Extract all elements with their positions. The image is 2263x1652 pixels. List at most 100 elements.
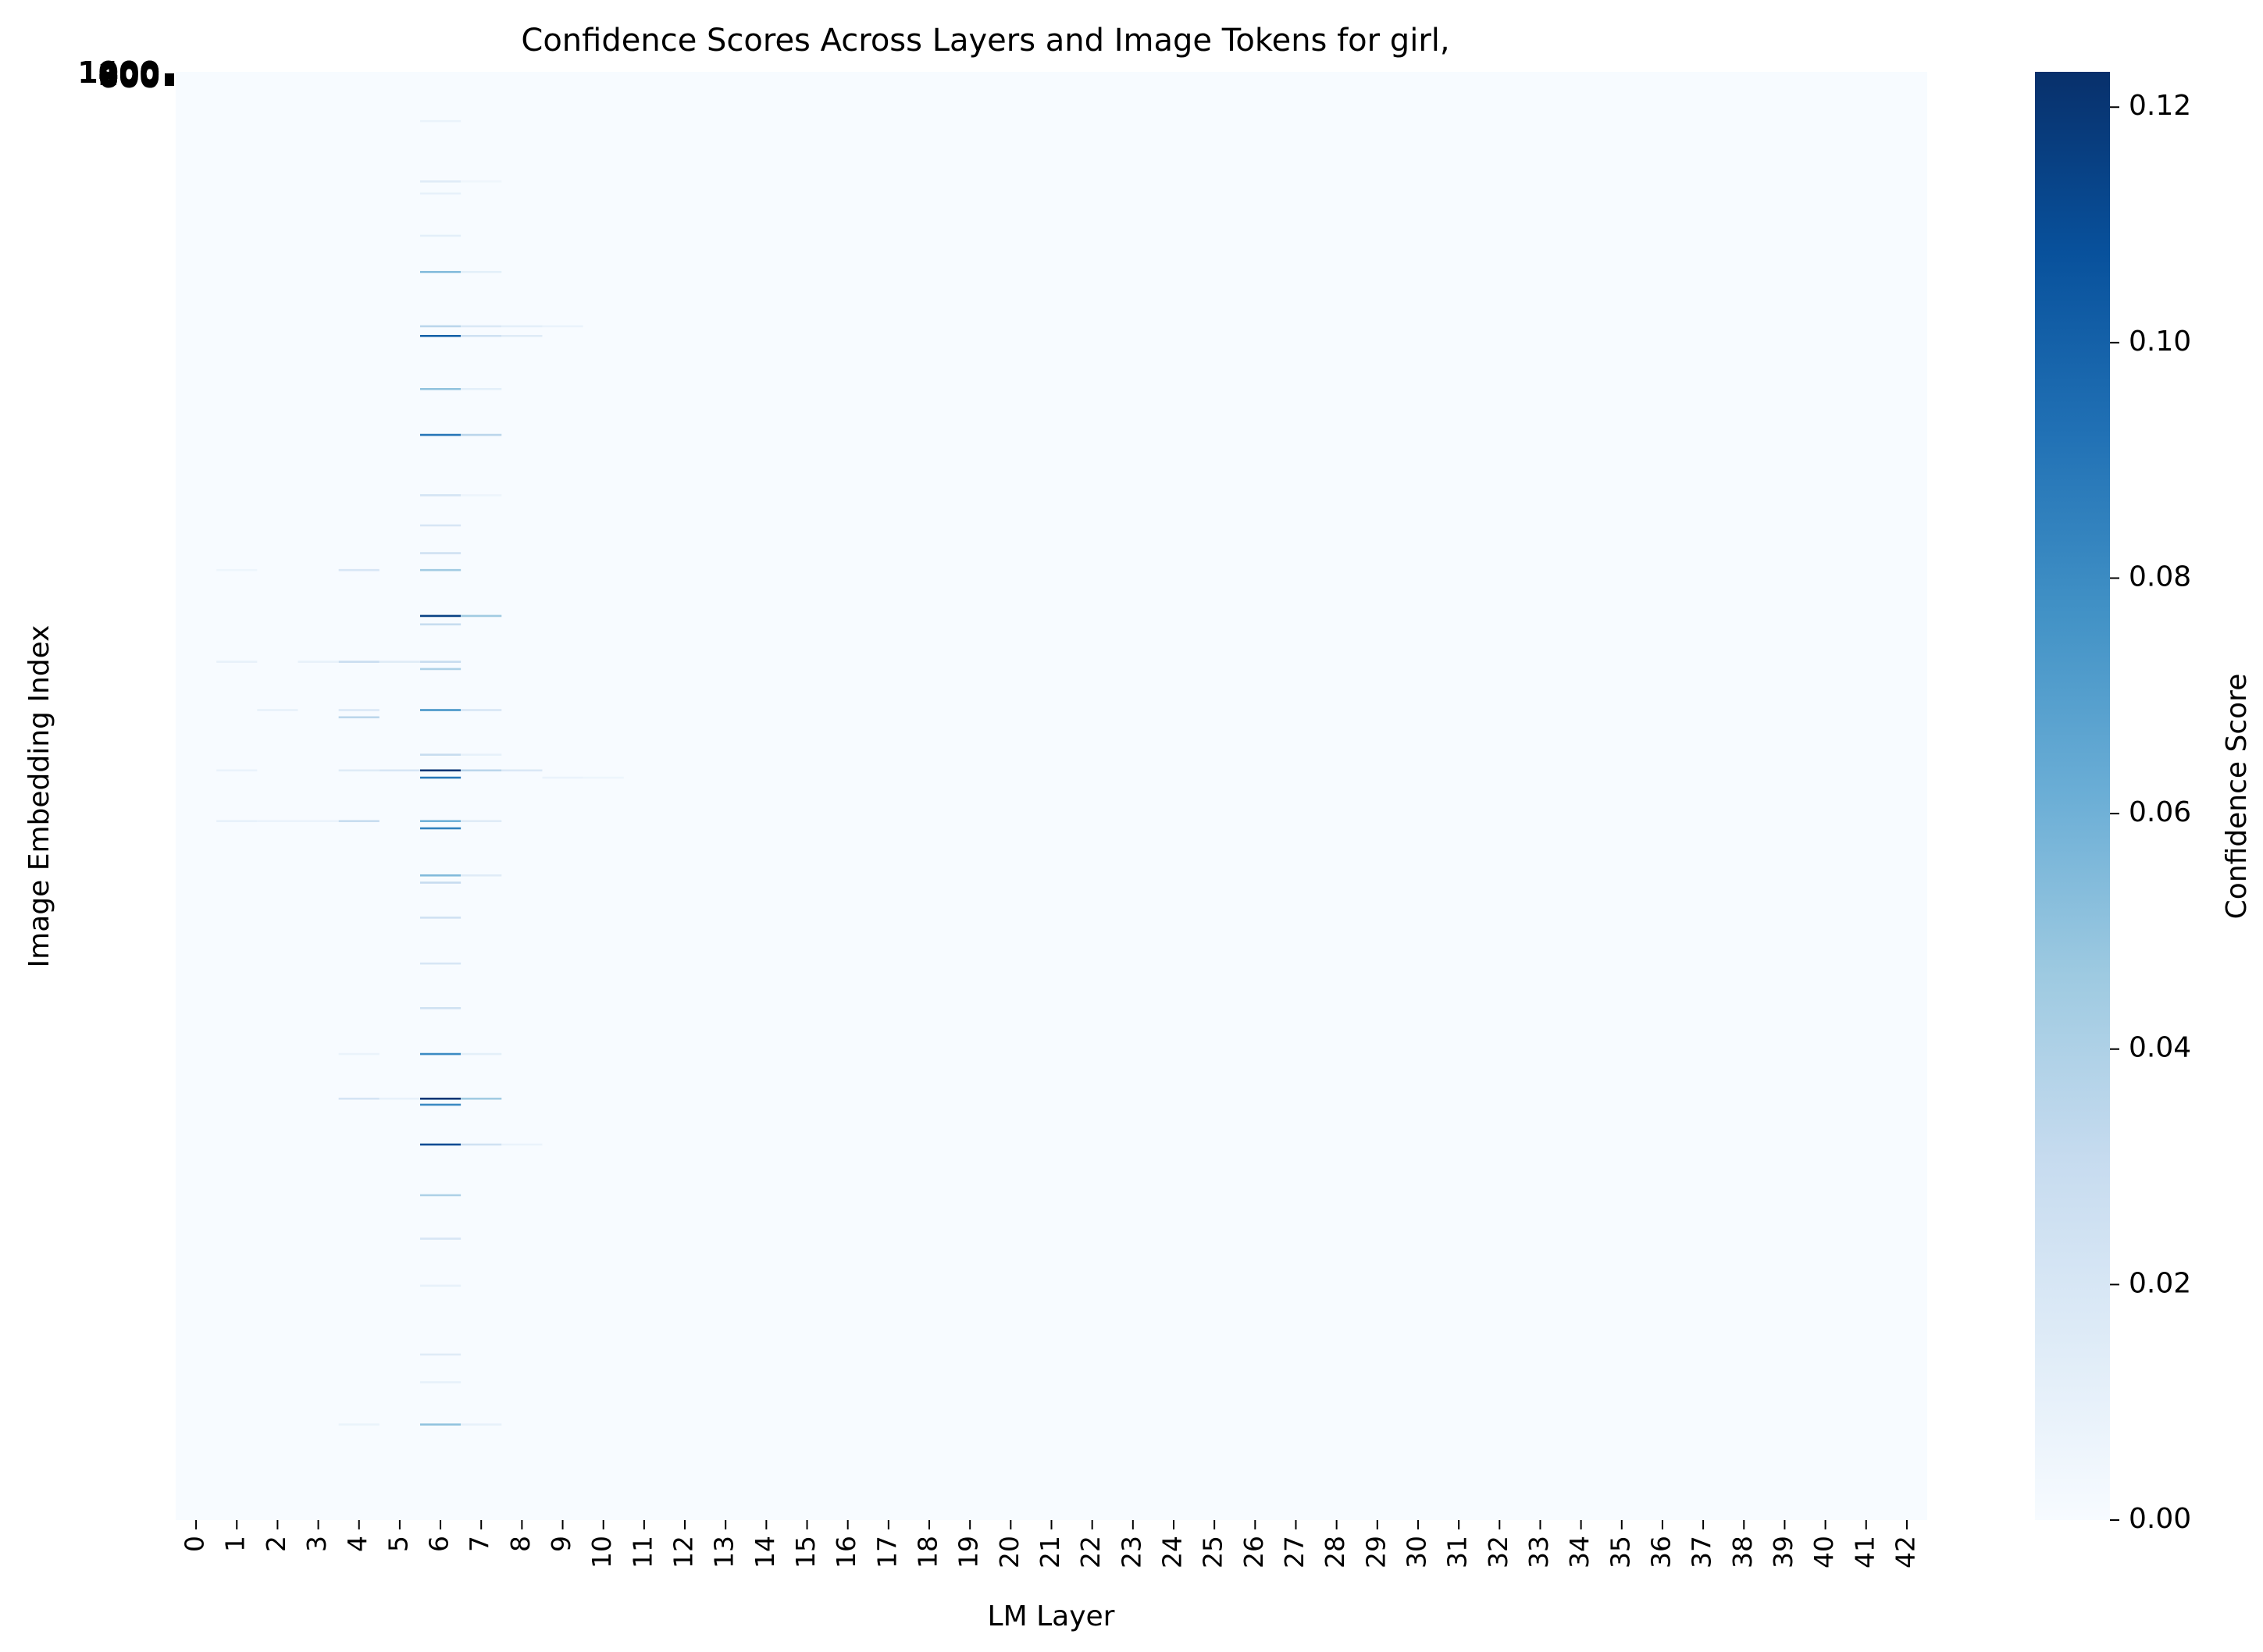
heatmap-cell xyxy=(419,1097,462,1100)
heatmap-cell xyxy=(419,962,462,965)
heatmap-cell xyxy=(419,776,462,779)
heatmap-cell xyxy=(419,119,462,123)
x-tick-label: 5 xyxy=(383,1536,413,1552)
heatmap-cell xyxy=(461,1097,502,1100)
heatmap-cell xyxy=(419,234,462,237)
x-tick-label: 26 xyxy=(1238,1536,1269,1568)
x-tick-label: 7 xyxy=(465,1536,495,1552)
x-tick-label: 21 xyxy=(1035,1536,1065,1568)
heatmap-cell xyxy=(419,1052,462,1056)
x-tick-label: 18 xyxy=(913,1536,943,1568)
y-axis-label: Image Embedding Index xyxy=(23,625,55,968)
colorbar-label: Confidence Score xyxy=(2221,674,2253,920)
heatmap-cell xyxy=(338,820,380,823)
heatmap-cell xyxy=(461,1052,502,1056)
x-tick-label: 1 xyxy=(220,1536,251,1552)
heatmap-cell xyxy=(419,753,462,756)
heatmap-cell xyxy=(461,271,502,273)
x-tick-label: 30 xyxy=(1401,1536,1431,1568)
y-tick-label: 0 xyxy=(141,60,160,94)
heatmap-cell xyxy=(419,1237,462,1240)
heatmap-cell xyxy=(419,552,462,554)
x-tick-label: 24 xyxy=(1156,1536,1187,1568)
heatmap-cell xyxy=(257,820,298,823)
heatmap-cell xyxy=(419,334,462,337)
x-tick-label: 4 xyxy=(342,1536,372,1552)
x-tick-label: 17 xyxy=(871,1536,902,1568)
x-tick-label: 39 xyxy=(1768,1536,1798,1568)
y-tick-label: 1000 xyxy=(77,55,160,90)
heatmap-cell xyxy=(419,1353,462,1356)
x-tick-label: 25 xyxy=(1198,1536,1228,1568)
x-tick-label: 23 xyxy=(1116,1536,1146,1568)
heatmap-cell xyxy=(419,1103,462,1106)
y-tick-label: 800 xyxy=(98,58,160,92)
heatmap-cell xyxy=(419,1284,462,1287)
x-tick-label: 0 xyxy=(180,1536,210,1552)
heatmap-cell xyxy=(461,820,502,823)
x-tick-label: 36 xyxy=(1645,1536,1676,1568)
x-tick-label: 2 xyxy=(261,1536,291,1552)
heatmap-cell xyxy=(379,1097,420,1100)
heatmap-cell xyxy=(419,917,462,919)
x-tick-label: 28 xyxy=(1320,1536,1350,1568)
heatmap-cell xyxy=(419,623,462,626)
heatmap-cell xyxy=(419,1381,462,1383)
heatmap-cell xyxy=(338,1097,380,1100)
y-tick-label: 600 xyxy=(98,60,160,94)
heatmap-cell xyxy=(216,568,258,571)
heatmap-cell xyxy=(461,433,502,436)
heatmap-cell xyxy=(461,614,502,618)
heatmap-cell xyxy=(461,709,502,711)
heatmap-cell xyxy=(419,180,462,183)
x-tick-label: 35 xyxy=(1605,1536,1635,1568)
x-tick-label: 22 xyxy=(1075,1536,1106,1568)
heatmap-cell xyxy=(338,709,380,711)
x-tick-label: 20 xyxy=(994,1536,1025,1568)
heatmap-cell xyxy=(501,769,543,772)
x-tick-label: 34 xyxy=(1564,1536,1595,1568)
x-tick-label: 16 xyxy=(831,1536,861,1568)
heatmap-cell xyxy=(338,1052,380,1056)
x-tick-label: 11 xyxy=(627,1536,658,1568)
heatmap-cell xyxy=(419,827,462,830)
heatmap-cell xyxy=(216,660,258,663)
colorbar-tick-label: 0.12 xyxy=(2129,90,2191,122)
heatmap-cell xyxy=(216,769,258,772)
heatmap-background xyxy=(176,72,1927,1520)
heatmap-cell xyxy=(461,494,502,497)
heatmap-cell xyxy=(542,325,583,328)
heatmap-cell xyxy=(501,325,543,328)
heatmap-cell xyxy=(419,1423,462,1426)
x-tick-label: 41 xyxy=(1849,1536,1880,1568)
colorbar xyxy=(2035,72,2110,1520)
x-tick-label: 10 xyxy=(586,1536,617,1568)
x-tick-label: 14 xyxy=(750,1536,780,1568)
x-tick-label: 6 xyxy=(424,1536,454,1552)
heatmap-cell xyxy=(419,1143,462,1146)
heatmap-cell xyxy=(419,668,462,671)
x-tick-label: 9 xyxy=(546,1536,576,1552)
y-tick-label: 200 xyxy=(98,58,160,92)
heatmap-cell xyxy=(216,820,258,823)
heatmap-cell xyxy=(419,874,462,877)
heatmap-cell xyxy=(419,1194,462,1197)
x-tick-label: 12 xyxy=(668,1536,699,1568)
x-tick-label: 3 xyxy=(301,1536,332,1552)
heatmap-cell xyxy=(338,716,380,719)
heatmap-cell xyxy=(461,388,502,390)
y-tick-label: 400 xyxy=(98,55,160,90)
heatmap-cell xyxy=(419,769,462,772)
heatmap-cell xyxy=(338,660,380,663)
heatmap-cell xyxy=(298,820,339,823)
heatmap-cell xyxy=(542,776,583,779)
x-tick-label: 40 xyxy=(1809,1536,1839,1568)
heatmap-cell xyxy=(419,494,462,497)
heatmap-cell xyxy=(379,769,420,772)
colorbar-tick-label: 0.00 xyxy=(2129,1503,2191,1535)
x-tick-label: 19 xyxy=(953,1536,984,1568)
heatmap-cell xyxy=(419,1007,462,1009)
chart-title: Confidence Scores Across Layers and Imag… xyxy=(521,23,1449,59)
x-axis-label: LM Layer xyxy=(988,1600,1115,1632)
heatmap-cell xyxy=(419,614,462,618)
